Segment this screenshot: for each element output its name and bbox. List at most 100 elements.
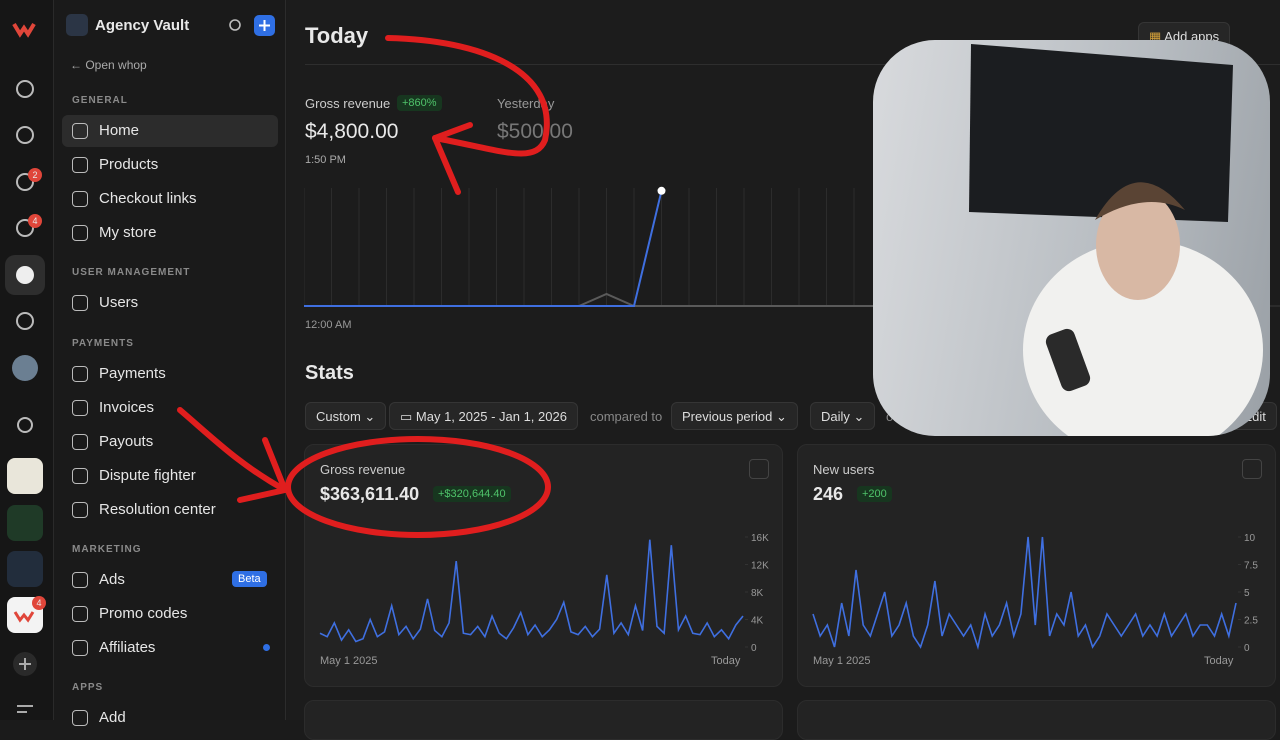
nav-actions [229,15,275,36]
divider [305,64,1280,65]
y-tick-label: 10 [1244,533,1256,544]
stat-card[interactable]: New users 246 +200 0 2.5 5 7.5 10 May 1 2025 Toda… [797,444,1276,687]
x-axis-start: 12:00 AM [305,319,352,331]
stat-card[interactable] [797,700,1276,740]
rail-icons [5,22,45,713]
chat-icon[interactable] [16,173,34,191]
line-0 [304,190,663,307]
nav-icon [72,572,88,588]
nav-icon [72,366,88,382]
nav-icon [72,502,88,518]
today-value: $4,800.00 [305,120,399,143]
nav-label: Payments [99,365,166,382]
x-end: Today [711,655,741,667]
today-change: +860% [397,95,442,111]
nav-item[interactable]: Home [62,115,278,147]
stat-card[interactable]: Gross revenue $363,611.40 +$320,644.40 0 4K 8… [304,444,783,687]
face [1096,190,1180,300]
workspace-name[interactable]: Agency Vault [95,17,190,34]
nav-item[interactable]: Add [62,702,278,734]
dashboard-icon [16,266,34,284]
nav-item[interactable]: Users [62,287,278,319]
phone [1045,328,1091,392]
nav-icon [72,434,88,450]
search-icon[interactable] [17,417,33,433]
series-line [319,539,744,643]
nav-icon [72,191,88,207]
nav-item[interactable]: Affiliates [62,632,278,664]
nav-item[interactable]: Payments [62,358,278,390]
beta-badge: Beta [232,571,267,587]
tools-icon[interactable] [16,312,34,330]
y-tick-label: 4K [751,616,764,627]
open-whop-label: Open whop [85,58,147,72]
y-tick-label: 0 [1244,643,1250,654]
x-end: Today [1204,655,1234,667]
y-tick-label: 16K [751,533,769,544]
date-range[interactable]: ▭ May 1, 2025 - Jan 1, 2026 [389,402,578,430]
menu[interactable] [17,705,33,713]
badge: 4 [32,596,46,610]
yesterday-value: $500.00 [497,120,573,143]
card-label: Gross revenue [320,462,406,477]
app-icon[interactable] [7,505,43,541]
range-type-label: Custom [316,409,361,424]
compare-select[interactable]: Previous period ⌄ [671,402,798,430]
nav-item[interactable]: Checkout links [62,183,278,215]
app-rail: 2 4 4 [0,0,54,720]
today-time: 1:50 PM [305,154,346,166]
nav-item[interactable]: Payouts [62,426,278,458]
card-label: New users [813,462,875,477]
bell-icon[interactable] [16,219,34,237]
page-title: Today [305,23,369,48]
nav-item[interactable]: Ads [62,564,278,596]
card-value: 246 [813,484,844,504]
range-type[interactable]: Custom ⌄ [305,402,387,430]
yesterday-label: Yesterday [497,96,555,111]
today-label: Gross revenue [305,96,391,111]
hover-point [657,186,666,195]
badge: 4 [28,214,42,228]
y-tick-label: 5 [1244,588,1250,599]
nav-item[interactable]: Resolution center [62,494,278,526]
y-tick-label: 8K [751,588,764,599]
card-change: +$320,644.40 [433,486,511,502]
explore-icon[interactable] [16,126,34,144]
nav-icon [72,123,88,139]
nav-icon [72,606,88,622]
logo [12,22,36,38]
nav-label: Promo codes [99,605,188,622]
nav-item[interactable]: Products [62,149,278,181]
nav-label: Affiliates [99,639,156,656]
plus [259,20,270,31]
stat-card[interactable] [304,700,783,740]
nav-item[interactable]: Dispute fighter [62,460,278,492]
search[interactable] [229,19,241,31]
nav-icon [72,225,88,241]
app-icon[interactable] [7,458,43,494]
home-icon[interactable] [16,80,34,98]
x-start: May 1 2025 [813,655,871,667]
nav-icon [72,710,88,726]
y-tick-label: 7.5 [1244,561,1258,572]
workspace-logo [66,14,88,36]
app-icon[interactable] [7,551,43,587]
section-header: GENERAL [72,95,128,106]
nav-label: Ads [99,571,125,588]
card-chart: 0 2.5 5 7.5 10 [812,533,1258,654]
open-whop[interactable]: ← Open whop [70,58,147,72]
card-change: +200 [857,486,892,502]
nav-label: My store [99,224,157,241]
line-1 [304,292,937,307]
hoodie [1023,240,1263,436]
sidebar: Agency Vault ← Open whop GENERAL Home Prod… [54,0,286,726]
nav-label: Checkout links [99,190,197,207]
section-header: MARKETING [72,544,142,555]
nav-item[interactable]: Invoices [62,392,278,424]
interval-select[interactable]: Daily ⌄ [810,402,876,430]
dot [263,644,270,651]
nav-item[interactable]: My store [62,217,278,249]
nav-item[interactable]: Promo codes [62,598,278,630]
avatar[interactable] [12,355,38,381]
nav-label: Products [99,156,159,173]
